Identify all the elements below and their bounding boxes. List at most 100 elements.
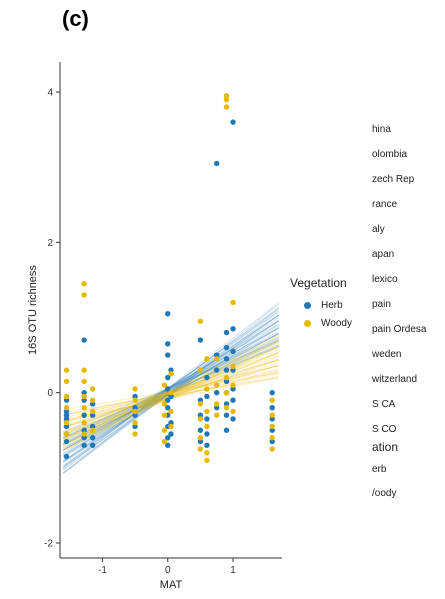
point-woody (132, 397, 138, 403)
point-herb (223, 427, 230, 433)
point-woody (269, 412, 275, 418)
point-herb (204, 431, 210, 437)
point-herb (197, 337, 204, 343)
point-woody (223, 389, 230, 396)
trend-line-herb (63, 327, 279, 446)
point-herb (223, 344, 230, 351)
trend-line-herb (62, 317, 280, 462)
point-herb (168, 393, 174, 400)
legend-key-woody (304, 319, 311, 327)
trend-line-herb (63, 333, 279, 445)
point-herb (230, 326, 236, 332)
trend-line-herb (63, 326, 279, 451)
point-woody (197, 435, 204, 441)
point-woody (230, 408, 236, 415)
point-woody (197, 367, 204, 373)
legend-item-herb: Herb (290, 296, 352, 314)
point-woody (81, 393, 87, 400)
point-woody (161, 412, 168, 418)
point-woody (161, 438, 168, 445)
point-herb (63, 438, 70, 445)
point-woody (81, 420, 87, 426)
trend-line-herb (62, 314, 280, 458)
point-woody (89, 427, 96, 433)
point-woody (89, 397, 96, 403)
point-woody (89, 408, 96, 415)
point-woody (269, 397, 275, 403)
point-herb (269, 389, 275, 396)
point-herb (81, 397, 87, 403)
point-woody (223, 404, 230, 411)
point-woody (197, 416, 204, 422)
point-woody (214, 356, 220, 362)
y-tick-label: -2 (44, 538, 53, 549)
point-woody (63, 367, 70, 373)
point-woody (168, 371, 174, 377)
point-woody (269, 446, 275, 452)
point-woody (132, 386, 138, 392)
panel-label: (c) (62, 6, 89, 31)
point-herb (223, 378, 230, 385)
country-item: zech Rep (372, 174, 415, 185)
country-item: rance (372, 199, 398, 210)
legend-title: Vegetation (290, 276, 347, 290)
point-woody (269, 423, 275, 430)
point-herb (214, 352, 220, 358)
x-axis-title: MAT (160, 579, 183, 591)
point-herb (223, 356, 230, 362)
point-woody (269, 435, 275, 441)
point-herb (165, 404, 171, 411)
point-woody (81, 404, 87, 411)
point-herb (132, 412, 138, 418)
vegetation-legend-2-item: /oody (372, 488, 397, 499)
point-herb (269, 438, 275, 445)
point-herb (63, 416, 70, 422)
point-woody (132, 408, 138, 415)
legend-label-herb: Herb (321, 299, 343, 311)
point-herb (214, 404, 220, 411)
x-ticks: -1 0 1 (98, 558, 236, 576)
country-item: S CA (372, 399, 396, 410)
trend-line-herb (63, 338, 279, 439)
trend-line-herb (63, 323, 279, 450)
trend-line-herb (62, 314, 280, 464)
point-herb (132, 423, 138, 430)
point-woody (223, 96, 230, 103)
point-woody (197, 446, 204, 452)
point-herb (165, 386, 171, 392)
point-woody (204, 450, 210, 456)
y-tick-label: 4 (47, 88, 53, 99)
point-herb (223, 367, 230, 373)
point-woody (81, 378, 87, 385)
point-woody (81, 367, 87, 373)
point-woody (214, 401, 220, 407)
x-tick-label: -1 (98, 565, 107, 576)
point-woody (168, 408, 174, 415)
country-item: lexico (372, 274, 398, 285)
y-tick-label: 0 (47, 388, 53, 399)
point-herb (223, 412, 230, 418)
y-ticks: -2 0 2 4 (44, 88, 60, 549)
point-herb (63, 412, 70, 418)
point-herb (168, 420, 174, 426)
x-tick-label: 1 (230, 565, 236, 576)
point-woody (81, 431, 87, 437)
country-item: olombia (372, 149, 408, 160)
point-herb (269, 404, 275, 411)
point-woody (168, 423, 174, 430)
x-tick-label: 0 (165, 565, 171, 576)
point-herb (214, 389, 220, 396)
point-herb (81, 412, 87, 418)
country-item: weden (372, 349, 402, 360)
point-woody (230, 382, 236, 388)
trend-line-herb (62, 310, 280, 462)
point-woody (230, 299, 236, 306)
point-herb (165, 352, 171, 358)
point-herb (165, 341, 171, 347)
country-item: witzerland (372, 374, 418, 385)
point-herb (230, 348, 236, 355)
point-woody (197, 401, 204, 407)
point-herb (223, 329, 230, 336)
point-herb (165, 311, 171, 317)
country-item: apan (372, 249, 395, 260)
